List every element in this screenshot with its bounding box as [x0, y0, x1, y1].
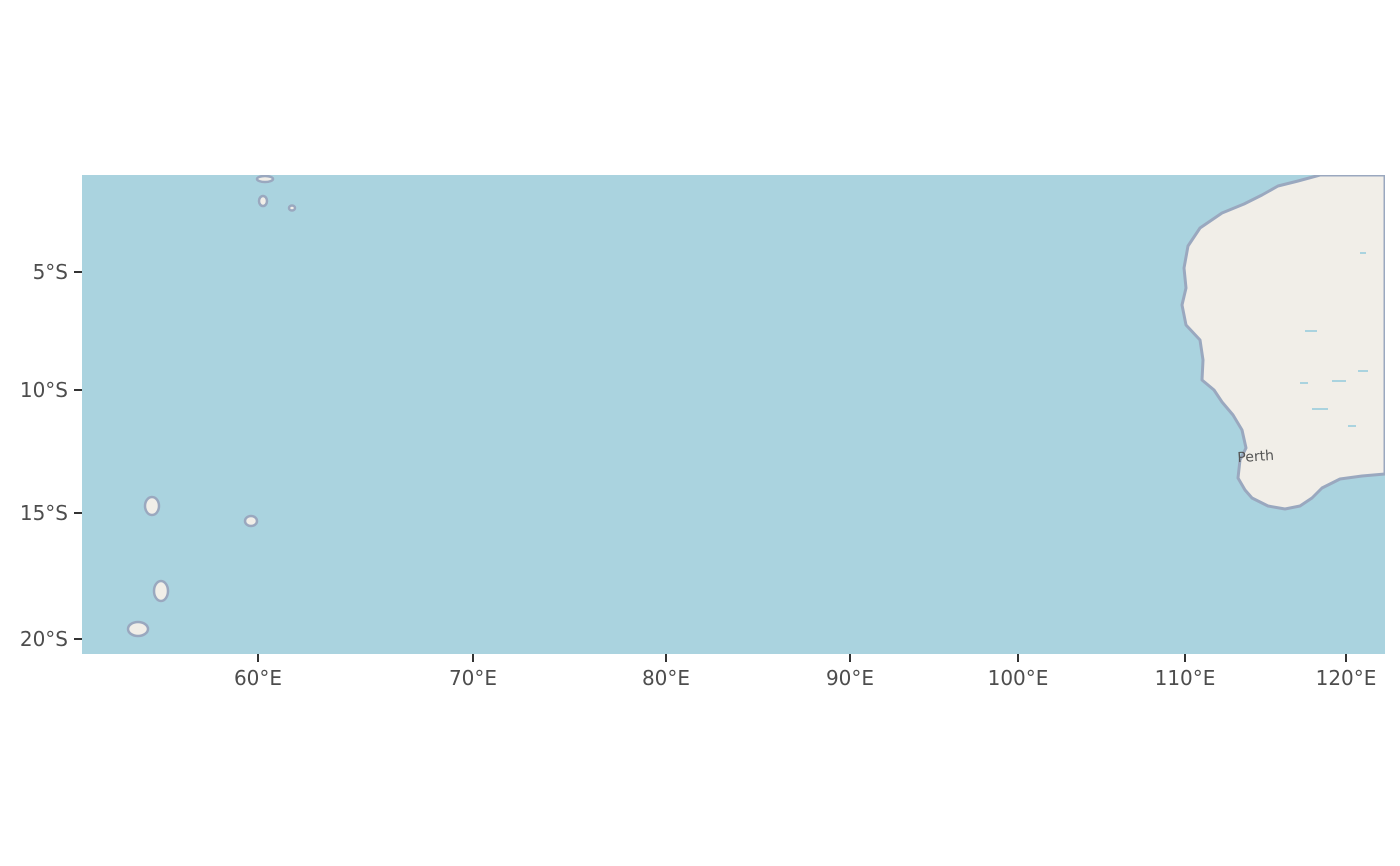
- island: [243, 514, 259, 528]
- australia-landmass: [1180, 175, 1385, 511]
- y-tick-10s: 10°S: [20, 378, 82, 402]
- x-tick-70e: 70°E: [449, 654, 497, 690]
- y-tick-label: 5°S: [33, 260, 68, 284]
- x-tick-label: 70°E: [449, 666, 497, 690]
- inland-water-patches: [1300, 252, 1368, 427]
- x-tick-60e: 60°E: [234, 654, 282, 690]
- y-axis: 5°S 10°S 15°S 20°S: [20, 260, 82, 651]
- y-tick-label: 20°S: [20, 627, 68, 651]
- x-tick-label: 110°E: [1155, 666, 1216, 690]
- island: [257, 194, 269, 208]
- y-tick-15s: 15°S: [20, 501, 82, 525]
- place-label-perth: Perth: [1237, 448, 1275, 467]
- y-tick-label: 15°S: [20, 501, 68, 525]
- y-tick-20s: 20°S: [20, 627, 82, 651]
- island: [126, 620, 150, 638]
- x-tick-80e: 80°E: [642, 654, 690, 690]
- island: [152, 579, 170, 603]
- map-panel[interactable]: Perth: [82, 175, 1385, 654]
- island: [143, 495, 161, 517]
- x-tick-label: 100°E: [988, 666, 1049, 690]
- x-tick-label: 120°E: [1316, 666, 1377, 690]
- y-tick-5s: 5°S: [33, 260, 82, 284]
- ocean-area: [82, 175, 1385, 654]
- x-tick-label: 90°E: [826, 666, 874, 690]
- island: [287, 204, 297, 212]
- x-axis: 60°E 70°E 80°E 90°E 100°E 110°E 120°E: [234, 654, 1376, 690]
- islands: [126, 175, 297, 638]
- x-tick-100e: 100°E: [988, 654, 1049, 690]
- x-tick-120e: 120°E: [1316, 654, 1377, 690]
- x-tick-110e: 110°E: [1155, 654, 1216, 690]
- x-tick-90e: 90°E: [826, 654, 874, 690]
- island: [255, 175, 275, 184]
- x-tick-label: 60°E: [234, 666, 282, 690]
- x-tick-label: 80°E: [642, 666, 690, 690]
- y-tick-label: 10°S: [20, 378, 68, 402]
